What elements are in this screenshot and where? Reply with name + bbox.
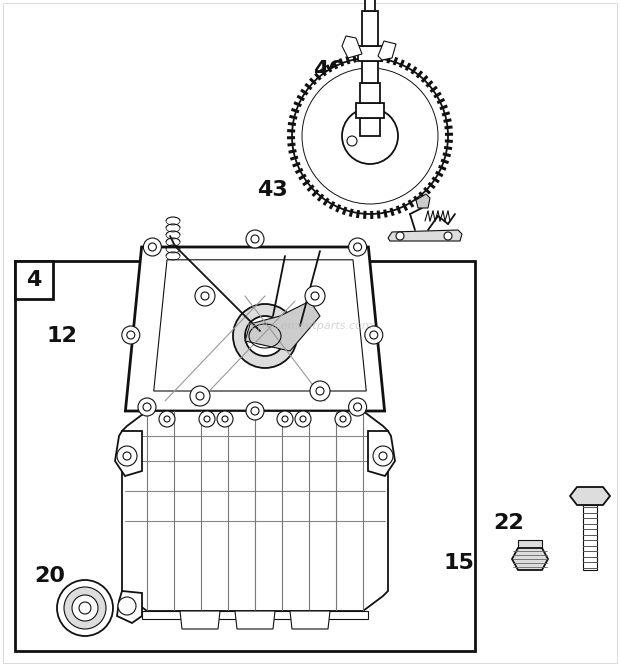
Circle shape xyxy=(251,407,259,415)
Text: 15: 15 xyxy=(443,553,474,573)
Text: replacementparts.com: replacementparts.com xyxy=(247,321,373,331)
Circle shape xyxy=(292,58,448,214)
Circle shape xyxy=(311,292,319,300)
Circle shape xyxy=(222,416,228,422)
Circle shape xyxy=(365,326,383,344)
Circle shape xyxy=(159,411,175,427)
Circle shape xyxy=(199,411,215,427)
Text: 12: 12 xyxy=(46,326,78,346)
Bar xyxy=(518,540,542,548)
Polygon shape xyxy=(115,431,142,476)
Text: 20: 20 xyxy=(34,566,65,586)
Circle shape xyxy=(72,595,98,621)
Text: 22: 22 xyxy=(493,513,524,533)
Polygon shape xyxy=(235,611,275,629)
Bar xyxy=(15,261,475,651)
Bar xyxy=(360,83,380,103)
Circle shape xyxy=(123,452,131,460)
Circle shape xyxy=(190,386,210,406)
Circle shape xyxy=(347,136,357,146)
Text: 4: 4 xyxy=(26,270,42,290)
Circle shape xyxy=(164,416,170,422)
Bar xyxy=(360,118,380,136)
Circle shape xyxy=(251,235,259,243)
Circle shape xyxy=(204,416,210,422)
Circle shape xyxy=(246,230,264,248)
Polygon shape xyxy=(388,230,462,241)
Circle shape xyxy=(138,398,156,416)
Polygon shape xyxy=(122,411,388,611)
Polygon shape xyxy=(342,36,362,58)
Circle shape xyxy=(64,587,106,629)
Polygon shape xyxy=(125,247,384,411)
Circle shape xyxy=(396,232,404,240)
Circle shape xyxy=(295,411,311,427)
Circle shape xyxy=(340,416,346,422)
Circle shape xyxy=(305,286,325,306)
Circle shape xyxy=(117,446,137,466)
Text: 46: 46 xyxy=(313,60,344,80)
Bar xyxy=(583,505,597,570)
Bar xyxy=(15,261,53,299)
Polygon shape xyxy=(180,611,220,629)
Polygon shape xyxy=(117,591,142,623)
Circle shape xyxy=(373,446,393,466)
Circle shape xyxy=(277,411,293,427)
Circle shape xyxy=(127,331,135,339)
Circle shape xyxy=(245,316,285,356)
Circle shape xyxy=(143,238,161,256)
Circle shape xyxy=(122,326,140,344)
Polygon shape xyxy=(290,611,330,629)
Polygon shape xyxy=(416,194,430,208)
Bar xyxy=(142,611,368,619)
Circle shape xyxy=(143,403,151,411)
Circle shape xyxy=(233,304,297,368)
Text: 43: 43 xyxy=(257,180,288,200)
Circle shape xyxy=(379,452,387,460)
Circle shape xyxy=(348,398,366,416)
Circle shape xyxy=(444,232,452,240)
Circle shape xyxy=(370,331,378,339)
Circle shape xyxy=(353,243,361,251)
Circle shape xyxy=(196,392,204,400)
Circle shape xyxy=(57,580,113,636)
Polygon shape xyxy=(368,431,395,476)
Circle shape xyxy=(118,597,136,615)
Bar xyxy=(362,11,378,46)
Circle shape xyxy=(353,403,361,411)
Circle shape xyxy=(246,402,264,420)
Polygon shape xyxy=(245,301,320,351)
Polygon shape xyxy=(512,548,548,570)
Polygon shape xyxy=(378,41,396,60)
Circle shape xyxy=(282,416,288,422)
Circle shape xyxy=(148,243,156,251)
Circle shape xyxy=(342,108,398,164)
Circle shape xyxy=(348,238,366,256)
Circle shape xyxy=(335,411,351,427)
Bar xyxy=(362,61,378,83)
Circle shape xyxy=(310,381,330,401)
Bar xyxy=(358,46,382,61)
Circle shape xyxy=(195,286,215,306)
Circle shape xyxy=(201,292,209,300)
Bar xyxy=(356,103,384,118)
Circle shape xyxy=(316,387,324,395)
Circle shape xyxy=(79,602,91,614)
Bar xyxy=(365,0,375,11)
Circle shape xyxy=(217,411,233,427)
Circle shape xyxy=(300,416,306,422)
Polygon shape xyxy=(570,487,610,505)
